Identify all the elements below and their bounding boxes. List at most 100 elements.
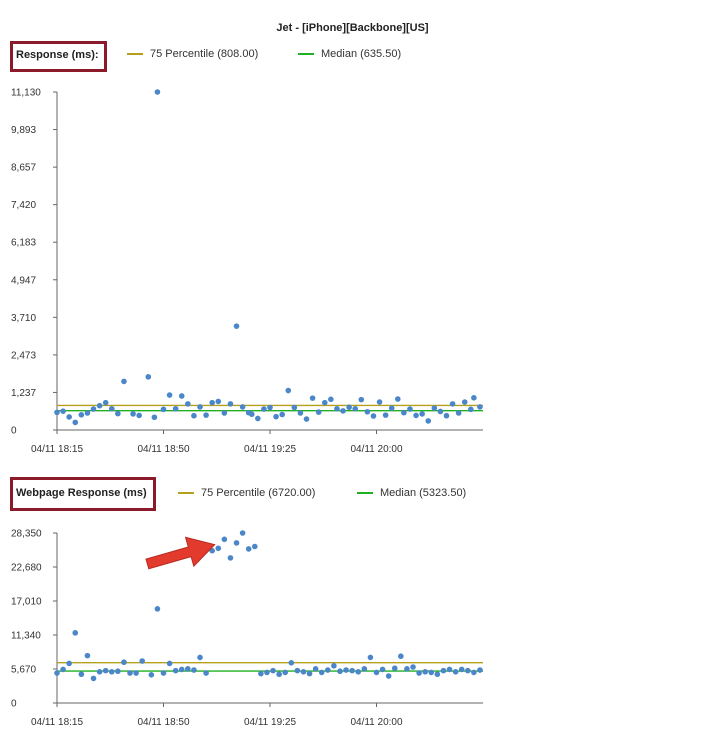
data-point xyxy=(160,670,167,676)
legend-swatch-median xyxy=(357,492,373,494)
legend-item-75-percentile[interactable]: 75 Percentile (808.00) xyxy=(127,48,258,60)
legend-item-median[interactable]: Median (635.50) xyxy=(298,48,401,60)
data-point xyxy=(395,396,401,402)
data-point xyxy=(270,667,276,674)
y-tick-label: 7,420 xyxy=(11,200,36,211)
data-point xyxy=(215,545,222,552)
data-point xyxy=(115,410,121,417)
data-point xyxy=(282,669,289,676)
legend-swatch-75-percentile xyxy=(178,492,194,494)
legend-item-75-percentile[interactable]: 75 Percentile (6720.00) xyxy=(178,487,315,499)
legend-highlight-box xyxy=(10,477,156,511)
data-point xyxy=(108,405,115,412)
y-tick-label: 0 xyxy=(11,699,17,710)
data-point xyxy=(309,395,316,401)
data-point xyxy=(440,667,447,674)
data-point xyxy=(154,89,161,95)
data-point xyxy=(391,665,398,672)
data-point xyxy=(185,666,191,672)
data-point xyxy=(178,393,185,399)
data-point xyxy=(96,669,103,675)
data-point xyxy=(72,419,79,426)
legend-webpage-response: Webpage Response (ms) 75 Percentile (672… xyxy=(0,477,705,511)
data-point xyxy=(297,410,304,416)
data-point xyxy=(355,669,362,675)
data-point xyxy=(78,671,85,678)
y-tick-label: 2,473 xyxy=(11,350,36,361)
data-point xyxy=(443,412,450,419)
legend-label-median: Median (5323.50) xyxy=(380,487,467,499)
data-point xyxy=(145,374,152,380)
data-point xyxy=(410,664,416,670)
x-tick-label: 04/11 18:50 xyxy=(137,444,190,455)
y-tick-label: 22,680 xyxy=(11,563,42,574)
data-point xyxy=(361,666,368,672)
y-tick-label: 11,130 xyxy=(11,88,41,99)
data-point xyxy=(285,387,292,394)
data-point xyxy=(437,408,444,415)
data-point xyxy=(452,669,459,675)
data-point xyxy=(233,323,240,329)
data-point xyxy=(291,404,298,411)
data-point xyxy=(121,378,127,385)
data-point xyxy=(416,670,422,676)
data-point xyxy=(267,404,273,411)
data-point xyxy=(407,406,413,412)
data-point xyxy=(78,412,85,418)
data-point xyxy=(139,658,145,664)
data-point xyxy=(358,396,365,403)
data-point xyxy=(154,606,161,612)
data-point xyxy=(312,666,319,672)
data-point xyxy=(115,668,121,675)
data-point xyxy=(273,413,279,420)
data-point xyxy=(172,667,179,674)
data-point xyxy=(264,669,270,676)
data-point xyxy=(346,404,352,411)
data-point xyxy=(276,671,282,678)
data-point xyxy=(60,408,66,414)
legend-item-median[interactable]: Median (5323.50) xyxy=(357,487,466,499)
response-scatter-chart: 0 1,237 2,473 3,710 4,947 6,183 7,420 8,657 9,89… xyxy=(11,88,483,455)
data-point xyxy=(191,412,197,419)
data-point xyxy=(321,399,328,406)
data-point xyxy=(464,667,471,674)
data-point xyxy=(54,670,60,676)
data-point xyxy=(136,412,142,419)
data-point xyxy=(233,540,240,546)
data-point xyxy=(367,654,374,661)
data-point xyxy=(428,669,435,676)
data-point xyxy=(245,546,252,552)
y-tick-label: 3,710 xyxy=(11,313,36,324)
legend-label-75-percentile: 75 Percentile (808.00) xyxy=(150,48,259,60)
data-point xyxy=(178,666,185,673)
data-point xyxy=(398,653,404,660)
data-point xyxy=(72,630,79,636)
legend-label-median: Median (635.50) xyxy=(321,48,402,60)
data-point xyxy=(477,404,483,410)
data-point xyxy=(102,667,109,674)
legend-title-response: Response (ms): xyxy=(16,49,99,61)
x-tick-label: 04/11 20:00 xyxy=(350,444,403,455)
data-point xyxy=(477,667,483,673)
legend-swatch-75-percentile xyxy=(127,53,143,55)
data-point xyxy=(303,416,310,422)
data-point xyxy=(294,667,301,674)
data-point xyxy=(172,405,179,412)
x-tick-label: 04/11 18:50 xyxy=(137,717,190,728)
data-point xyxy=(209,399,215,406)
y-tick-label: 11,340 xyxy=(11,631,41,642)
y-tick-label: 9,893 xyxy=(11,125,36,136)
data-point xyxy=(227,401,234,407)
data-point xyxy=(288,660,295,666)
data-point xyxy=(84,410,91,416)
y-tick-label: 8,657 xyxy=(11,163,36,174)
data-point xyxy=(334,405,340,412)
data-point xyxy=(66,414,72,420)
data-point xyxy=(166,392,173,398)
data-point xyxy=(130,411,136,417)
data-point xyxy=(90,675,97,682)
data-point xyxy=(337,668,343,675)
data-point xyxy=(364,408,371,415)
data-point xyxy=(127,670,133,676)
y-tick-label: 0 xyxy=(11,426,17,437)
